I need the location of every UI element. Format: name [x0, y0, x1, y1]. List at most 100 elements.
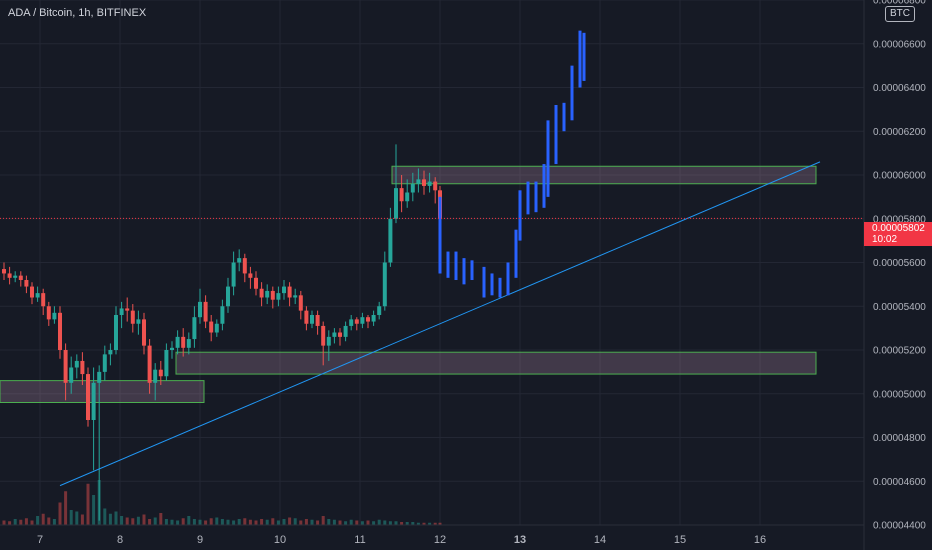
x-tick-label: 10: [274, 534, 286, 546]
candle-body: [7, 273, 12, 278]
volume-bar: [360, 521, 364, 525]
candle-body: [46, 306, 51, 320]
candle-body: [248, 273, 253, 278]
y-tick-label: 0.00005400: [873, 302, 926, 313]
candle-body: [254, 277, 258, 289]
volume-bar: [24, 518, 28, 525]
candle-body: [97, 371, 102, 383]
candle-body: [293, 295, 298, 298]
volume-bar: [299, 520, 303, 525]
volume-bar: [215, 517, 219, 525]
volume-bar: [164, 519, 168, 525]
volume-bar: [198, 519, 202, 525]
volume-bar: [438, 522, 442, 525]
volume-bar: [192, 519, 196, 525]
volume-bar: [276, 520, 280, 525]
volume-bar: [260, 519, 264, 525]
y-tick-label: 0.00005800: [873, 214, 926, 225]
candle-body: [181, 336, 186, 348]
volume-bar: [428, 522, 432, 525]
volume-bar: [136, 516, 140, 525]
volume-bar: [148, 519, 152, 525]
x-tick-label: 8: [117, 534, 123, 546]
volume-bar: [153, 517, 157, 525]
volume-bar: [170, 519, 174, 525]
candle-body: [343, 325, 348, 337]
candle-body: [226, 286, 230, 307]
candle-body: [80, 360, 85, 375]
x-axis: 7 8 9 10 11 12 13 14 15 16: [0, 524, 864, 546]
y-tick-label: 0.00006600: [873, 39, 926, 50]
volume-bar: [181, 518, 185, 525]
candle-body: [13, 275, 18, 278]
volume-bar: [372, 521, 376, 525]
candle-body: [427, 181, 432, 186]
y-tick-label: 0.00005200: [873, 346, 926, 357]
candle-body: [91, 382, 96, 420]
current-price-tag: 0.00005802 10:02: [864, 222, 932, 246]
candle-body: [130, 310, 135, 324]
candle-body: [41, 293, 46, 307]
candle-body: [108, 350, 113, 355]
candle-body: [349, 319, 354, 326]
candle-body: [153, 369, 158, 383]
candle-body: [242, 258, 247, 274]
trendline: [59, 161, 821, 487]
candle-body: [119, 308, 124, 315]
currency-badge[interactable]: BTC: [885, 6, 915, 22]
candle-body: [265, 290, 270, 298]
volume-bar: [86, 483, 90, 525]
candle-body: [371, 315, 376, 322]
candle-body: [354, 319, 359, 324]
candle-body: [237, 258, 242, 263]
candle-body: [18, 275, 23, 280]
volume-bar: [8, 521, 12, 525]
y-tick-label: 0.00005000: [873, 389, 926, 400]
volume-bar: [226, 519, 230, 525]
candle-body: [24, 280, 29, 287]
volume-bar: [288, 517, 292, 525]
volume-bar: [416, 522, 420, 525]
candle-body: [382, 262, 387, 307]
volume-bar: [220, 519, 224, 525]
candle-body: [388, 218, 393, 263]
volume-bar: [433, 522, 437, 525]
chart-title: ADA / Bitcoin, 1h, BITFINEX: [8, 7, 147, 19]
y-tick-label: 0.00006400: [873, 83, 926, 94]
candle-body: [276, 293, 281, 300]
candle-body: [1, 269, 6, 274]
volume-bar: [265, 519, 269, 525]
volume-bar: [243, 518, 247, 525]
candle-body: [399, 188, 404, 202]
candle-body: [58, 312, 62, 350]
countdown-timer: 10:02: [872, 234, 898, 245]
trendline-layer: [59, 161, 821, 487]
volume-bar: [64, 491, 68, 525]
volume-bar: [254, 520, 258, 525]
candle-body: [298, 295, 303, 311]
volume-bar: [349, 519, 353, 525]
candle-body: [147, 345, 152, 383]
candle-body: [30, 286, 34, 298]
x-tick-label: 16: [754, 534, 766, 546]
volume-bar: [69, 510, 73, 525]
volume-bar: [114, 511, 118, 525]
volume-bar: [316, 520, 320, 525]
volume-bar: [388, 521, 392, 525]
x-tick-label: 13: [514, 534, 526, 546]
volume-bar: [209, 518, 213, 525]
volume-bar: [332, 519, 336, 525]
candle-body: [332, 332, 337, 337]
chart-grid: [0, 0, 864, 526]
candle-body: [282, 286, 286, 294]
candle-body: [136, 319, 141, 324]
volume-bar: [232, 520, 236, 525]
volume-bar: [310, 519, 314, 525]
resistance-zone: [391, 165, 817, 185]
candle-body: [410, 183, 415, 193]
volume-bar: [344, 521, 348, 525]
candle-body: [186, 339, 191, 348]
volume-bar: [142, 514, 146, 525]
volume-bar: [248, 519, 252, 525]
